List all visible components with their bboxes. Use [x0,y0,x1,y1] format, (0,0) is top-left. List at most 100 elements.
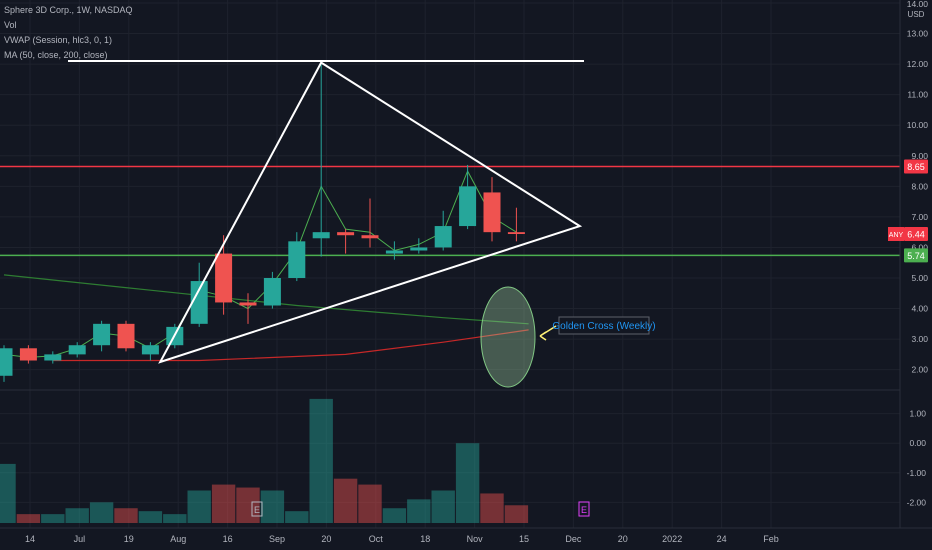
time-tick-label: 14 [25,534,35,544]
volume-bar [382,508,407,523]
volume-bar [114,508,138,523]
time-tick-label: Aug [170,534,186,544]
candle-body [507,232,525,234]
time-tick-label: Jul [74,534,86,544]
time-axis-bg [0,528,932,550]
candles [0,64,525,382]
price-badge-label: 8.65 [907,162,925,172]
volume-bar [187,490,211,523]
grid [0,0,932,528]
volume-bar [333,478,358,523]
moving-averages [3,169,529,362]
price-tick-label: 10.00 [907,120,929,130]
candle-body [239,302,257,306]
time-tick-label: 18 [420,534,430,544]
vwap-line [3,169,517,358]
time-tick-label: 2022 [662,534,682,544]
time-tick-label: Nov [467,534,484,544]
candle-body [337,232,355,236]
currency-label: USD [908,10,925,19]
volume-bar [407,499,431,523]
price-tick-label: 6.00 [911,242,928,252]
volume-bar [260,490,285,523]
candle-body [19,348,37,361]
candle-body [117,323,135,349]
time-tick-label: 19 [124,534,134,544]
earnings-marker: E [581,505,587,515]
volume-bar [41,514,65,523]
candle-body [361,235,379,239]
candle-body [68,345,86,355]
candle-body [190,281,208,324]
time-tick-label: 20 [321,534,331,544]
price-tick-label: 5.00 [911,273,928,283]
candle-body [44,354,62,361]
time-tick-label: Feb [763,534,779,544]
horizontal-levels [0,60,900,257]
golden-cross-highlight[interactable] [480,286,536,388]
volume-tick-label: -1.00 [907,468,927,478]
candle-body [141,345,159,355]
price-tick-label: 14.00 [907,0,929,9]
time-tick-label: 15 [519,534,529,544]
ma50-line [3,274,529,325]
price-badge [904,227,928,241]
candle-body [215,253,233,303]
volume-bar [358,484,382,523]
price-tick-label: 4.00 [911,304,928,314]
volume-bar [504,505,529,523]
volume-tick-label: -2.00 [907,497,927,507]
volume-bar [16,514,41,523]
candle-body [410,247,428,251]
symbol-badge-label: ANY [889,232,904,239]
volume-bar [211,484,236,523]
legend-symbol[interactable]: Sphere 3D Corp., 1W, NASDAQ [4,5,133,15]
symbol-badge [888,227,904,241]
price-badge-label: 5.74 [907,251,925,261]
price-tick-label: 3.00 [911,334,928,344]
annotation-label: Golden Cross (Weekly) [552,321,655,332]
time-tick-label: 24 [717,534,727,544]
time-tick-label: Dec [565,534,582,544]
volume-bar [455,443,480,523]
candle-body [0,348,13,376]
volume-bar [0,463,16,523]
candle-body [288,241,306,278]
price-badge [904,248,928,263]
drawings[interactable]: Golden Cross (Weekly) [158,61,656,388]
price-tick-label: 9.00 [911,151,928,161]
price-tick-label: 12.00 [907,59,929,69]
time-tick-label: Sep [269,534,285,544]
triangle-drawing[interactable] [158,61,583,364]
price-tick-label: 11.00 [907,90,928,100]
volume-tick-label: 1.00 [909,409,926,419]
legend: Sphere 3D Corp., 1W, NASDAQ Vol VWAP (Se… [4,3,133,63]
price-badge-label: 6.44 [907,230,925,240]
volume-bar [138,511,163,523]
candle-body [459,186,477,227]
earnings-marker: E [254,505,260,515]
volume-bar [285,511,309,523]
candle-body [312,232,330,239]
volume-bar [431,490,455,523]
volume-bar [236,487,260,523]
volume-bar [480,493,504,523]
candle-body [483,192,501,233]
volume-bar [163,514,187,523]
price-tick-label: 8.00 [911,181,928,191]
price-axis-bg [900,0,932,550]
volume-bar [65,508,89,523]
price-tick-label: 2.00 [911,365,928,375]
earnings-marker-box [251,501,263,517]
volume-bar [309,398,333,523]
annotation-box [558,316,650,335]
candle-body [263,278,281,306]
legend-ma[interactable]: MA (50, close, 200, close) [4,50,108,60]
candle-body [385,250,403,254]
candle-body [93,323,111,346]
legend-vwap[interactable]: VWAP (Session, hlc3, 0, 1) [4,35,113,45]
legend-vol[interactable]: Vol [4,20,17,30]
